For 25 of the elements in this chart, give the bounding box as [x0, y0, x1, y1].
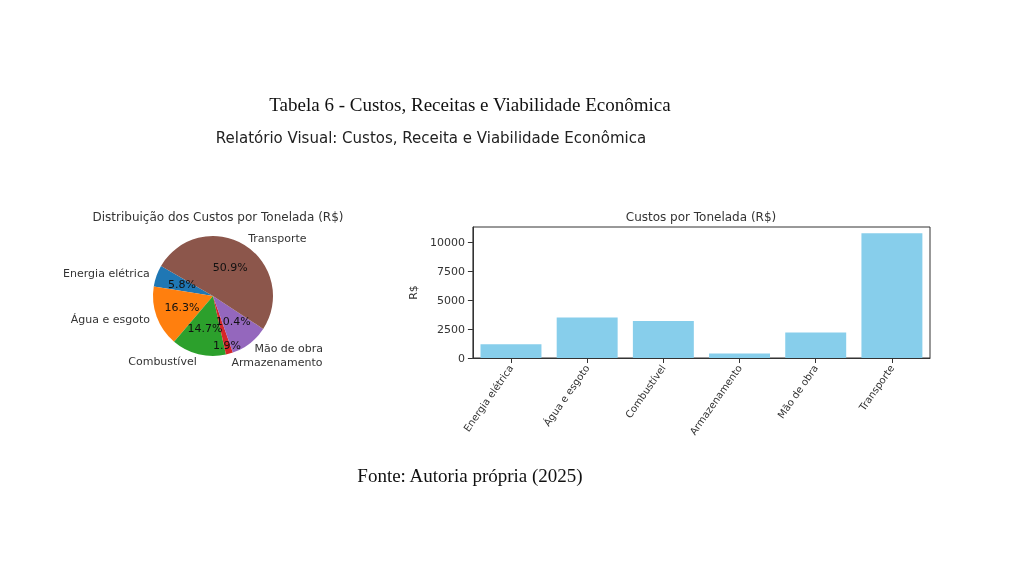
- bar: [556, 317, 618, 358]
- bar: [861, 233, 923, 358]
- data-label: 16.3%: [164, 300, 200, 314]
- data-label: 1.9%: [213, 338, 241, 352]
- y-tick-label: 5000: [436, 293, 465, 307]
- slice-label: Transporte: [247, 232, 307, 246]
- y-tick-label: 7500: [436, 264, 465, 278]
- slice-label: Mão de obra: [254, 342, 324, 356]
- bar: [785, 332, 847, 358]
- text: Tabela 6 - Custos, Receitas e Viabilidade Econômica: [268, 94, 672, 116]
- slice-label: Energia elétrica: [63, 267, 150, 280]
- data-label: 5.8%: [167, 278, 196, 292]
- y-tick-label: 2500: [436, 322, 465, 336]
- source-note: Fonte: Autoria própria (2025): [356, 465, 584, 487]
- data-label: 50.9%: [212, 261, 248, 275]
- y-axis-title: R$: [407, 285, 420, 300]
- chart-title: Custos por Tonelada (R$): [625, 210, 777, 224]
- bar: [709, 353, 771, 358]
- slice-label: Água e esgoto: [70, 312, 151, 326]
- y-tick-label: 0: [457, 351, 465, 365]
- chart-title: Distribuição dos Custos por Tonelada (R$): [92, 210, 344, 224]
- bar: [632, 321, 694, 358]
- y-tick-label: 10000: [429, 236, 465, 250]
- bar: [480, 344, 542, 358]
- text: Relatório Visual: Custos, Receita e Viabilidade Econômica: [214, 129, 648, 147]
